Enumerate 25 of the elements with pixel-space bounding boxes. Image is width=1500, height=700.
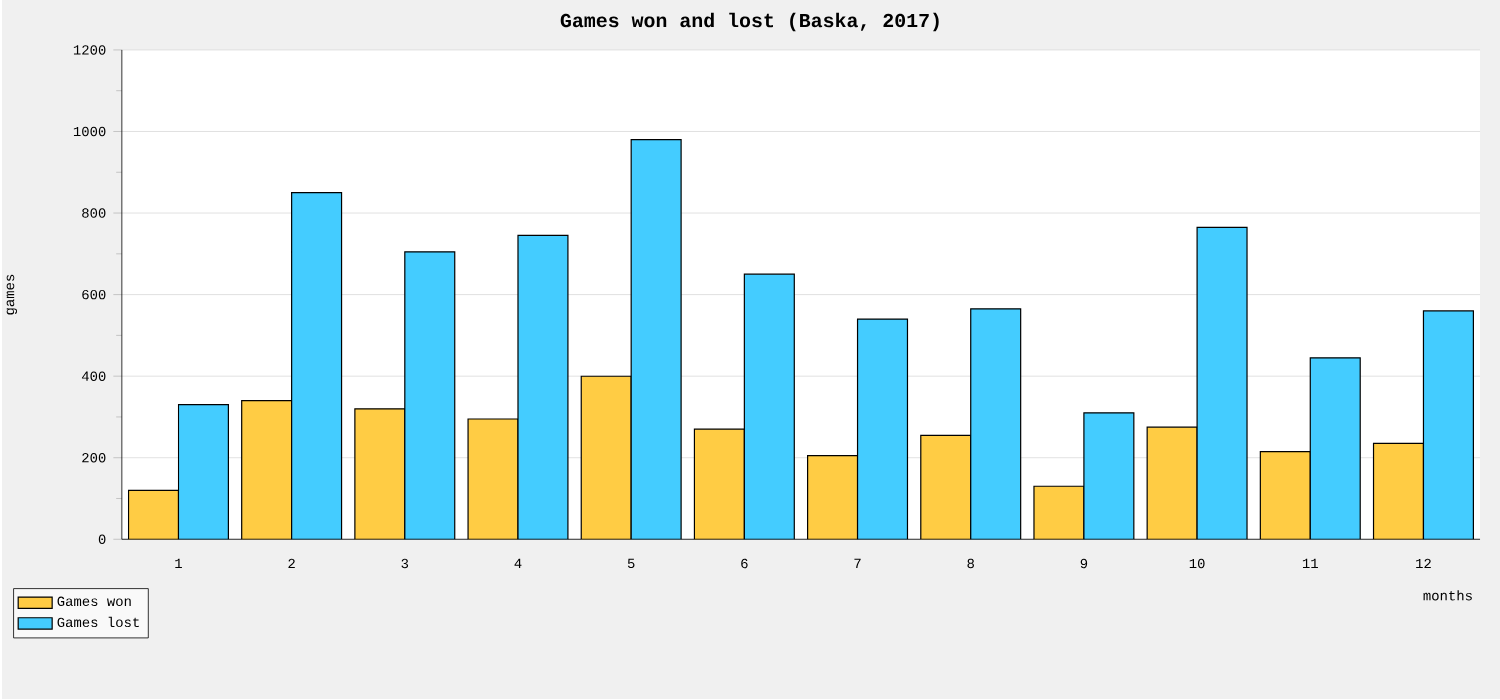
bar [1147, 427, 1198, 540]
bar [857, 319, 908, 540]
bar [1310, 358, 1361, 540]
bar [744, 274, 795, 540]
bar [468, 419, 518, 540]
bar [1260, 452, 1311, 540]
bar [178, 405, 229, 540]
bar [1083, 413, 1134, 540]
bar [354, 409, 405, 540]
bar [291, 193, 342, 540]
bar [404, 252, 455, 540]
bar [581, 376, 632, 540]
bar [970, 309, 1021, 540]
bar [631, 140, 682, 540]
bar [1422, 310, 1474, 540]
bar [517, 235, 568, 540]
bar [128, 490, 179, 540]
bar [1033, 486, 1084, 540]
bar [807, 456, 858, 540]
bar [694, 429, 745, 540]
bar [1197, 227, 1248, 540]
chart-title: Games won and lost (Baska, 2017) [560, 13, 939, 32]
bar [920, 435, 971, 540]
bar [1372, 443, 1425, 540]
bar [241, 401, 292, 540]
